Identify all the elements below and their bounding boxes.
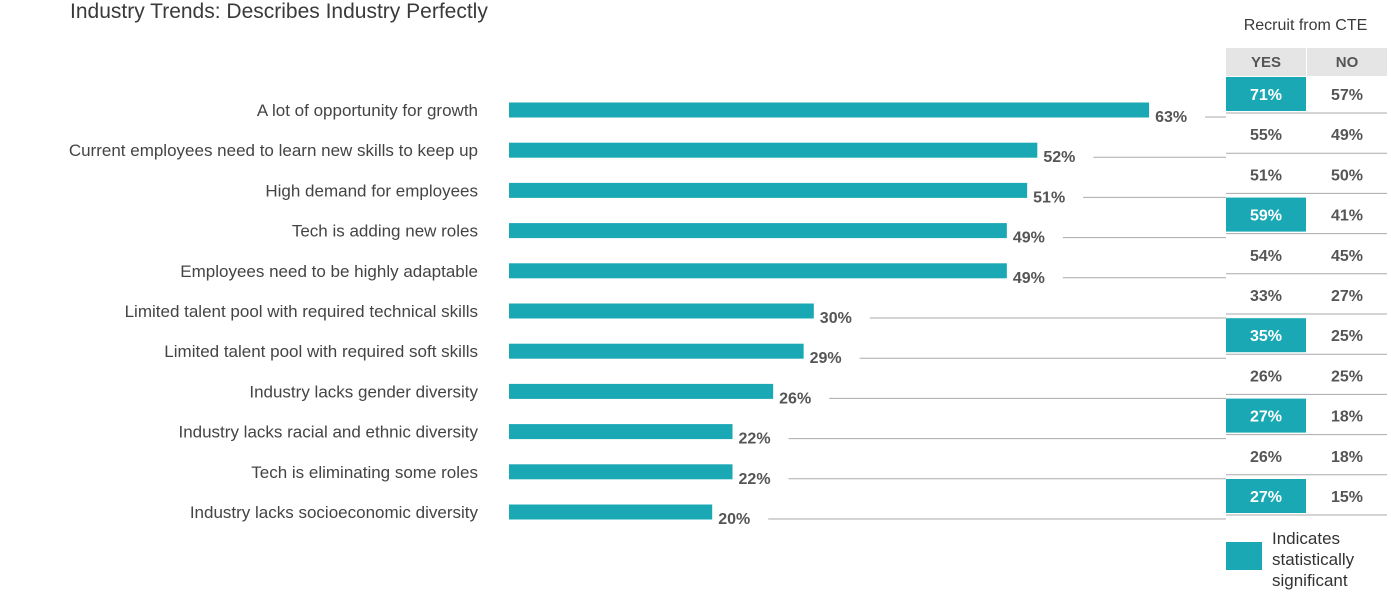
table-cell-yes: 26% [1250,449,1282,466]
table-cell-yes: 54% [1250,248,1282,265]
value-label: 63% [1155,109,1187,126]
table-cell-yes: 71% [1250,87,1282,104]
table-cell-no: 15% [1331,489,1363,506]
table-cell-yes: 59% [1250,208,1282,225]
table-cell-yes: 51% [1250,167,1282,184]
category-label: Limited talent pool with required soft s… [164,342,478,361]
value-label: 52% [1043,149,1075,166]
category-label: Current employees need to learn new skil… [69,141,478,160]
category-label: Employees need to be highly adaptable [180,262,478,281]
table-cell-yes: 55% [1250,127,1282,144]
table-cell-no: 27% [1331,288,1363,305]
category-label: High demand for employees [265,181,478,200]
category-label: Tech is eliminating some roles [251,463,478,482]
significant-cell-bg [1226,318,1306,353]
category-label: Industry lacks gender diversity [249,382,478,401]
column-header-yes: YES [1226,48,1306,76]
table-cell-no: 18% [1331,449,1363,466]
table-caption: Recruit from CTE [1243,17,1368,34]
significant-cell-bg [1226,479,1306,513]
value-label: 26% [779,390,811,407]
category-label: Tech is adding new roles [292,222,478,241]
value-label: 22% [739,471,771,488]
table-cell-no: 25% [1331,368,1363,385]
value-label: 29% [810,350,842,367]
value-label: 49% [1013,270,1045,287]
bar [509,142,1038,158]
value-label: 22% [739,431,771,448]
significant-cell-bg [1226,197,1306,232]
table-cell-yes: 27% [1250,489,1282,506]
chart-title: Industry Trends: Describes Industry Perf… [70,0,488,23]
legend-swatch [1226,542,1262,570]
table-cell-no: 41% [1331,208,1363,225]
value-label: 20% [718,511,750,528]
table-cell-yes: 27% [1250,409,1282,426]
bar [509,263,1007,279]
category-label: Industry lacks racial and ethnic diversi… [178,423,478,442]
legend-label: Indicates statistically significant [1272,529,1355,590]
bar [509,424,733,440]
bar [509,303,814,319]
bar [509,464,733,480]
table-cell-yes: 33% [1250,288,1282,305]
table-cell-yes: 35% [1250,328,1282,345]
table-cell-no: 57% [1331,87,1363,104]
bar [509,182,1028,198]
table-cell-no: 50% [1331,167,1363,184]
table-cell-no: 25% [1331,328,1363,345]
significant-cell-bg [1226,398,1306,433]
column-header-no: NO [1307,48,1387,76]
bar [509,102,1150,118]
table-cell-yes: 26% [1250,368,1282,385]
bar [509,504,713,520]
table-cell-no: 49% [1331,127,1363,144]
category-label: A lot of opportunity for growth [257,101,478,120]
bar [509,343,804,359]
value-label: 49% [1013,230,1045,247]
value-label: 51% [1033,189,1065,206]
table-cell-no: 18% [1331,409,1363,426]
bar [509,223,1007,239]
table-cell-no: 45% [1331,248,1363,265]
significant-cell-bg [1226,77,1306,111]
category-label: Industry lacks socioeconomic diversity [190,503,479,522]
value-label: 30% [820,310,852,327]
category-label: Limited talent pool with required techni… [125,302,478,321]
bar [509,383,774,399]
